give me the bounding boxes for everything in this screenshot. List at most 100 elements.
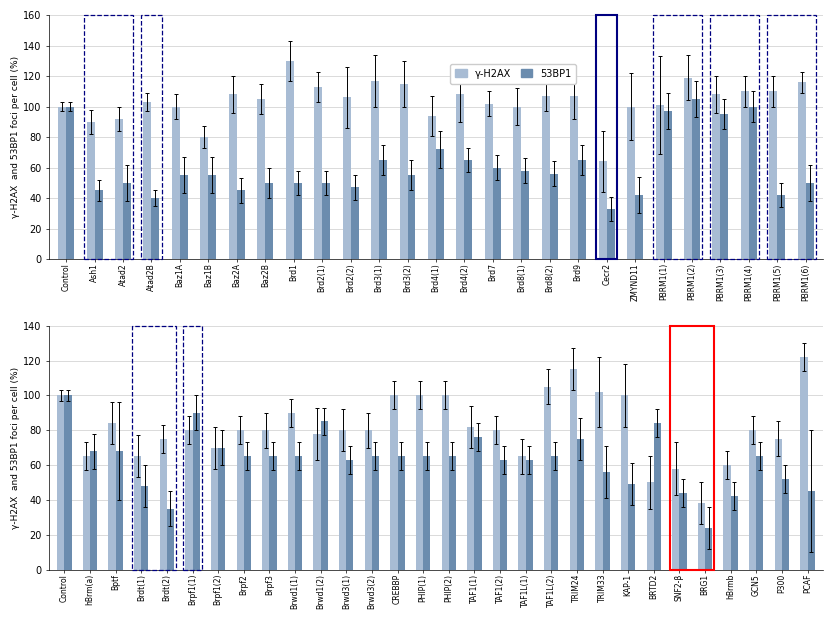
- Bar: [544, 387, 551, 570]
- Bar: [183, 326, 202, 570]
- Bar: [320, 422, 328, 570]
- Bar: [428, 116, 436, 259]
- Bar: [711, 15, 759, 259]
- Bar: [777, 195, 786, 259]
- Bar: [570, 96, 578, 259]
- Bar: [346, 460, 354, 570]
- Bar: [595, 392, 602, 570]
- Bar: [399, 84, 408, 259]
- Bar: [141, 486, 148, 570]
- Bar: [519, 456, 525, 570]
- Bar: [84, 15, 133, 259]
- Bar: [436, 149, 444, 259]
- Y-axis label: γ-H2AX  and 53BP1 foci per cell (%): γ-H2AX and 53BP1 foci per cell (%): [11, 366, 20, 529]
- Bar: [83, 456, 90, 570]
- Bar: [160, 439, 167, 570]
- Bar: [257, 99, 265, 259]
- Bar: [596, 15, 617, 259]
- Bar: [542, 96, 550, 259]
- Bar: [767, 15, 816, 259]
- Bar: [493, 430, 500, 570]
- Bar: [143, 102, 152, 259]
- Bar: [723, 465, 731, 570]
- Bar: [672, 469, 680, 570]
- Bar: [692, 99, 700, 259]
- Bar: [372, 456, 379, 570]
- Bar: [741, 91, 749, 259]
- Bar: [219, 448, 225, 570]
- Bar: [350, 187, 359, 259]
- Bar: [134, 456, 141, 570]
- Bar: [749, 107, 757, 259]
- Bar: [295, 456, 302, 570]
- Bar: [115, 119, 123, 259]
- Bar: [627, 107, 636, 259]
- Bar: [58, 396, 64, 570]
- Bar: [229, 94, 237, 259]
- Bar: [441, 396, 449, 570]
- Bar: [314, 87, 322, 259]
- Bar: [653, 15, 702, 259]
- Bar: [294, 183, 302, 259]
- Bar: [132, 326, 176, 570]
- Legend: γ-H2AX, 53BP1: γ-H2AX, 53BP1: [450, 64, 576, 84]
- Bar: [237, 190, 244, 259]
- Bar: [364, 430, 372, 570]
- Bar: [66, 107, 74, 259]
- Bar: [116, 451, 123, 570]
- Bar: [141, 15, 162, 259]
- Bar: [551, 456, 559, 570]
- Bar: [782, 479, 789, 570]
- Bar: [286, 61, 294, 259]
- Bar: [570, 370, 577, 570]
- Bar: [208, 175, 216, 259]
- Bar: [636, 195, 643, 259]
- Bar: [646, 482, 654, 570]
- Bar: [123, 183, 131, 259]
- Bar: [578, 160, 586, 259]
- Bar: [314, 434, 320, 570]
- Bar: [167, 508, 174, 570]
- Bar: [152, 198, 159, 259]
- Bar: [172, 107, 180, 259]
- Bar: [94, 190, 103, 259]
- Bar: [770, 91, 777, 259]
- Bar: [64, 396, 72, 570]
- Bar: [185, 430, 193, 570]
- Bar: [721, 114, 728, 259]
- Bar: [577, 439, 584, 570]
- Bar: [606, 209, 615, 259]
- Bar: [87, 122, 94, 259]
- Bar: [500, 460, 507, 570]
- Bar: [449, 456, 456, 570]
- Bar: [339, 430, 346, 570]
- Bar: [712, 94, 721, 259]
- Bar: [371, 81, 379, 259]
- Bar: [698, 503, 705, 570]
- Bar: [390, 396, 398, 570]
- Bar: [398, 456, 404, 570]
- Bar: [602, 472, 610, 570]
- Bar: [525, 460, 533, 570]
- Bar: [343, 97, 350, 259]
- Bar: [269, 456, 277, 570]
- Bar: [801, 357, 807, 570]
- Bar: [485, 104, 493, 259]
- Bar: [749, 430, 756, 570]
- Bar: [322, 183, 330, 259]
- Bar: [465, 160, 472, 259]
- Bar: [379, 160, 387, 259]
- Bar: [514, 107, 521, 259]
- Bar: [423, 456, 430, 570]
- Bar: [798, 82, 806, 259]
- Bar: [211, 448, 219, 570]
- Bar: [664, 111, 671, 259]
- Bar: [200, 137, 208, 259]
- Bar: [628, 484, 636, 570]
- Bar: [408, 175, 415, 259]
- Bar: [621, 396, 628, 570]
- Bar: [550, 174, 558, 259]
- Bar: [731, 497, 738, 570]
- Bar: [467, 427, 475, 570]
- Bar: [806, 183, 814, 259]
